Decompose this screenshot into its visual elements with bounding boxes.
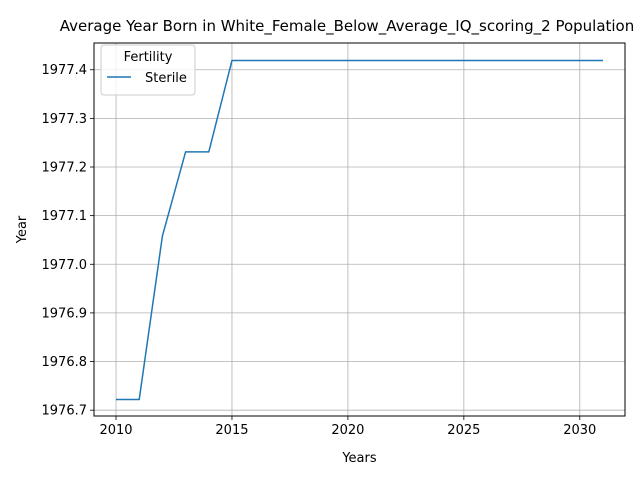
legend: Fertility Sterile [100,44,196,96]
legend-title: Fertility [124,50,173,65]
x-tick-label: 2030 [563,423,596,438]
x-axis-label: Years [341,451,377,466]
x-tick-label: 2020 [331,423,364,438]
y-tick-label: 1977.2 [42,161,88,176]
x-tick-label: 2015 [215,423,248,438]
y-tick-label: 1976.8 [42,355,88,370]
y-tick-label: 1976.9 [42,306,88,321]
y-tick-label: 1977.1 [42,209,88,224]
series-layer [116,59,603,401]
legend-label-sterile: Sterile [145,71,187,86]
y-axis-label: Year [15,215,30,244]
chart-title: Average Year Born in White_Female_Below_… [60,17,635,36]
series-line-sterile [116,59,603,401]
grid [94,43,625,416]
y-tick-label: 1977.0 [42,258,88,273]
x-axis: 2010 2015 2020 2025 2030 [99,416,596,438]
y-tick-label: 1977.3 [42,112,88,127]
y-axis: 1976.7 1976.8 1976.9 1977.0 1977.1 1977.2 1977… [42,63,94,419]
y-tick-label: 1976.7 [42,404,88,419]
plot-area-frame [93,42,626,417]
x-tick-label: 2010 [99,423,132,438]
x-tick-label: 2025 [447,423,480,438]
legend-box [100,44,196,96]
y-tick-label: 1977.4 [42,63,88,78]
